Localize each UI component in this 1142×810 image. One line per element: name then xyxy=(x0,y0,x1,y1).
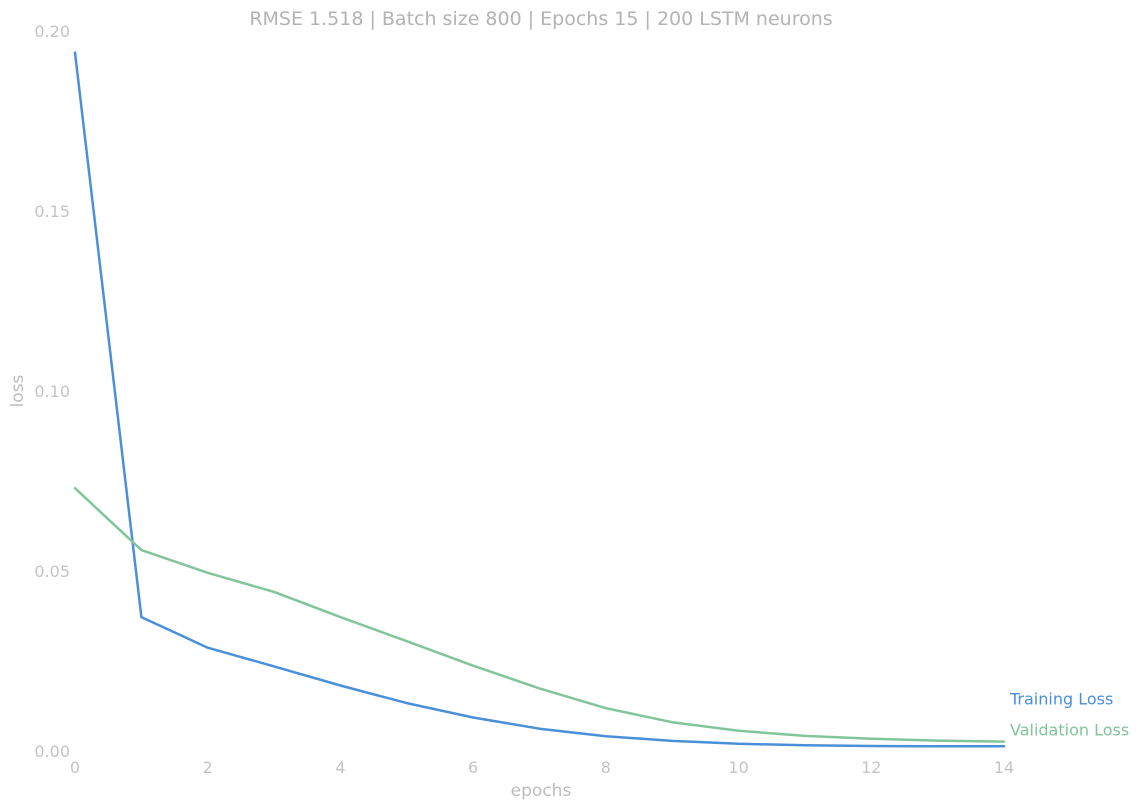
series-lines xyxy=(73,51,1006,748)
x-axis-label: epochs xyxy=(511,781,572,801)
x-tick-labels: 0 2 4 6 8 10 12 14 xyxy=(70,758,1014,777)
y-tick-label: 0.20 xyxy=(34,22,70,41)
y-tick-label: 0.15 xyxy=(34,202,70,221)
y-axis-label: loss xyxy=(8,374,28,407)
x-tick-label: 2 xyxy=(203,758,213,777)
x-tick-label: 8 xyxy=(601,758,611,777)
y-tick-label: 0.05 xyxy=(34,562,70,581)
x-tick-label: 0 xyxy=(70,758,80,777)
y-tick-label: 0.00 xyxy=(34,742,70,761)
x-tick-label: 4 xyxy=(335,758,345,777)
series-label-validation-loss: Validation Loss xyxy=(1010,721,1129,740)
series-label-training-loss: Training Loss xyxy=(1009,689,1113,708)
x-tick-label: 10 xyxy=(728,758,748,777)
x-tick-label: 14 xyxy=(994,758,1014,777)
series-line-validation-loss xyxy=(73,486,1006,743)
y-tick-label: 0.10 xyxy=(34,382,70,401)
series-labels: Training Loss Validation Loss xyxy=(1009,689,1129,739)
x-tick-label: 12 xyxy=(861,758,881,777)
x-tick-label: 6 xyxy=(468,758,478,777)
y-tick-labels: 0.00 0.05 0.10 0.15 0.20 xyxy=(34,22,70,761)
chart-title: RMSE 1.518 | Batch size 800 | Epochs 15 … xyxy=(249,8,832,30)
series-line-training-loss xyxy=(73,51,1006,748)
